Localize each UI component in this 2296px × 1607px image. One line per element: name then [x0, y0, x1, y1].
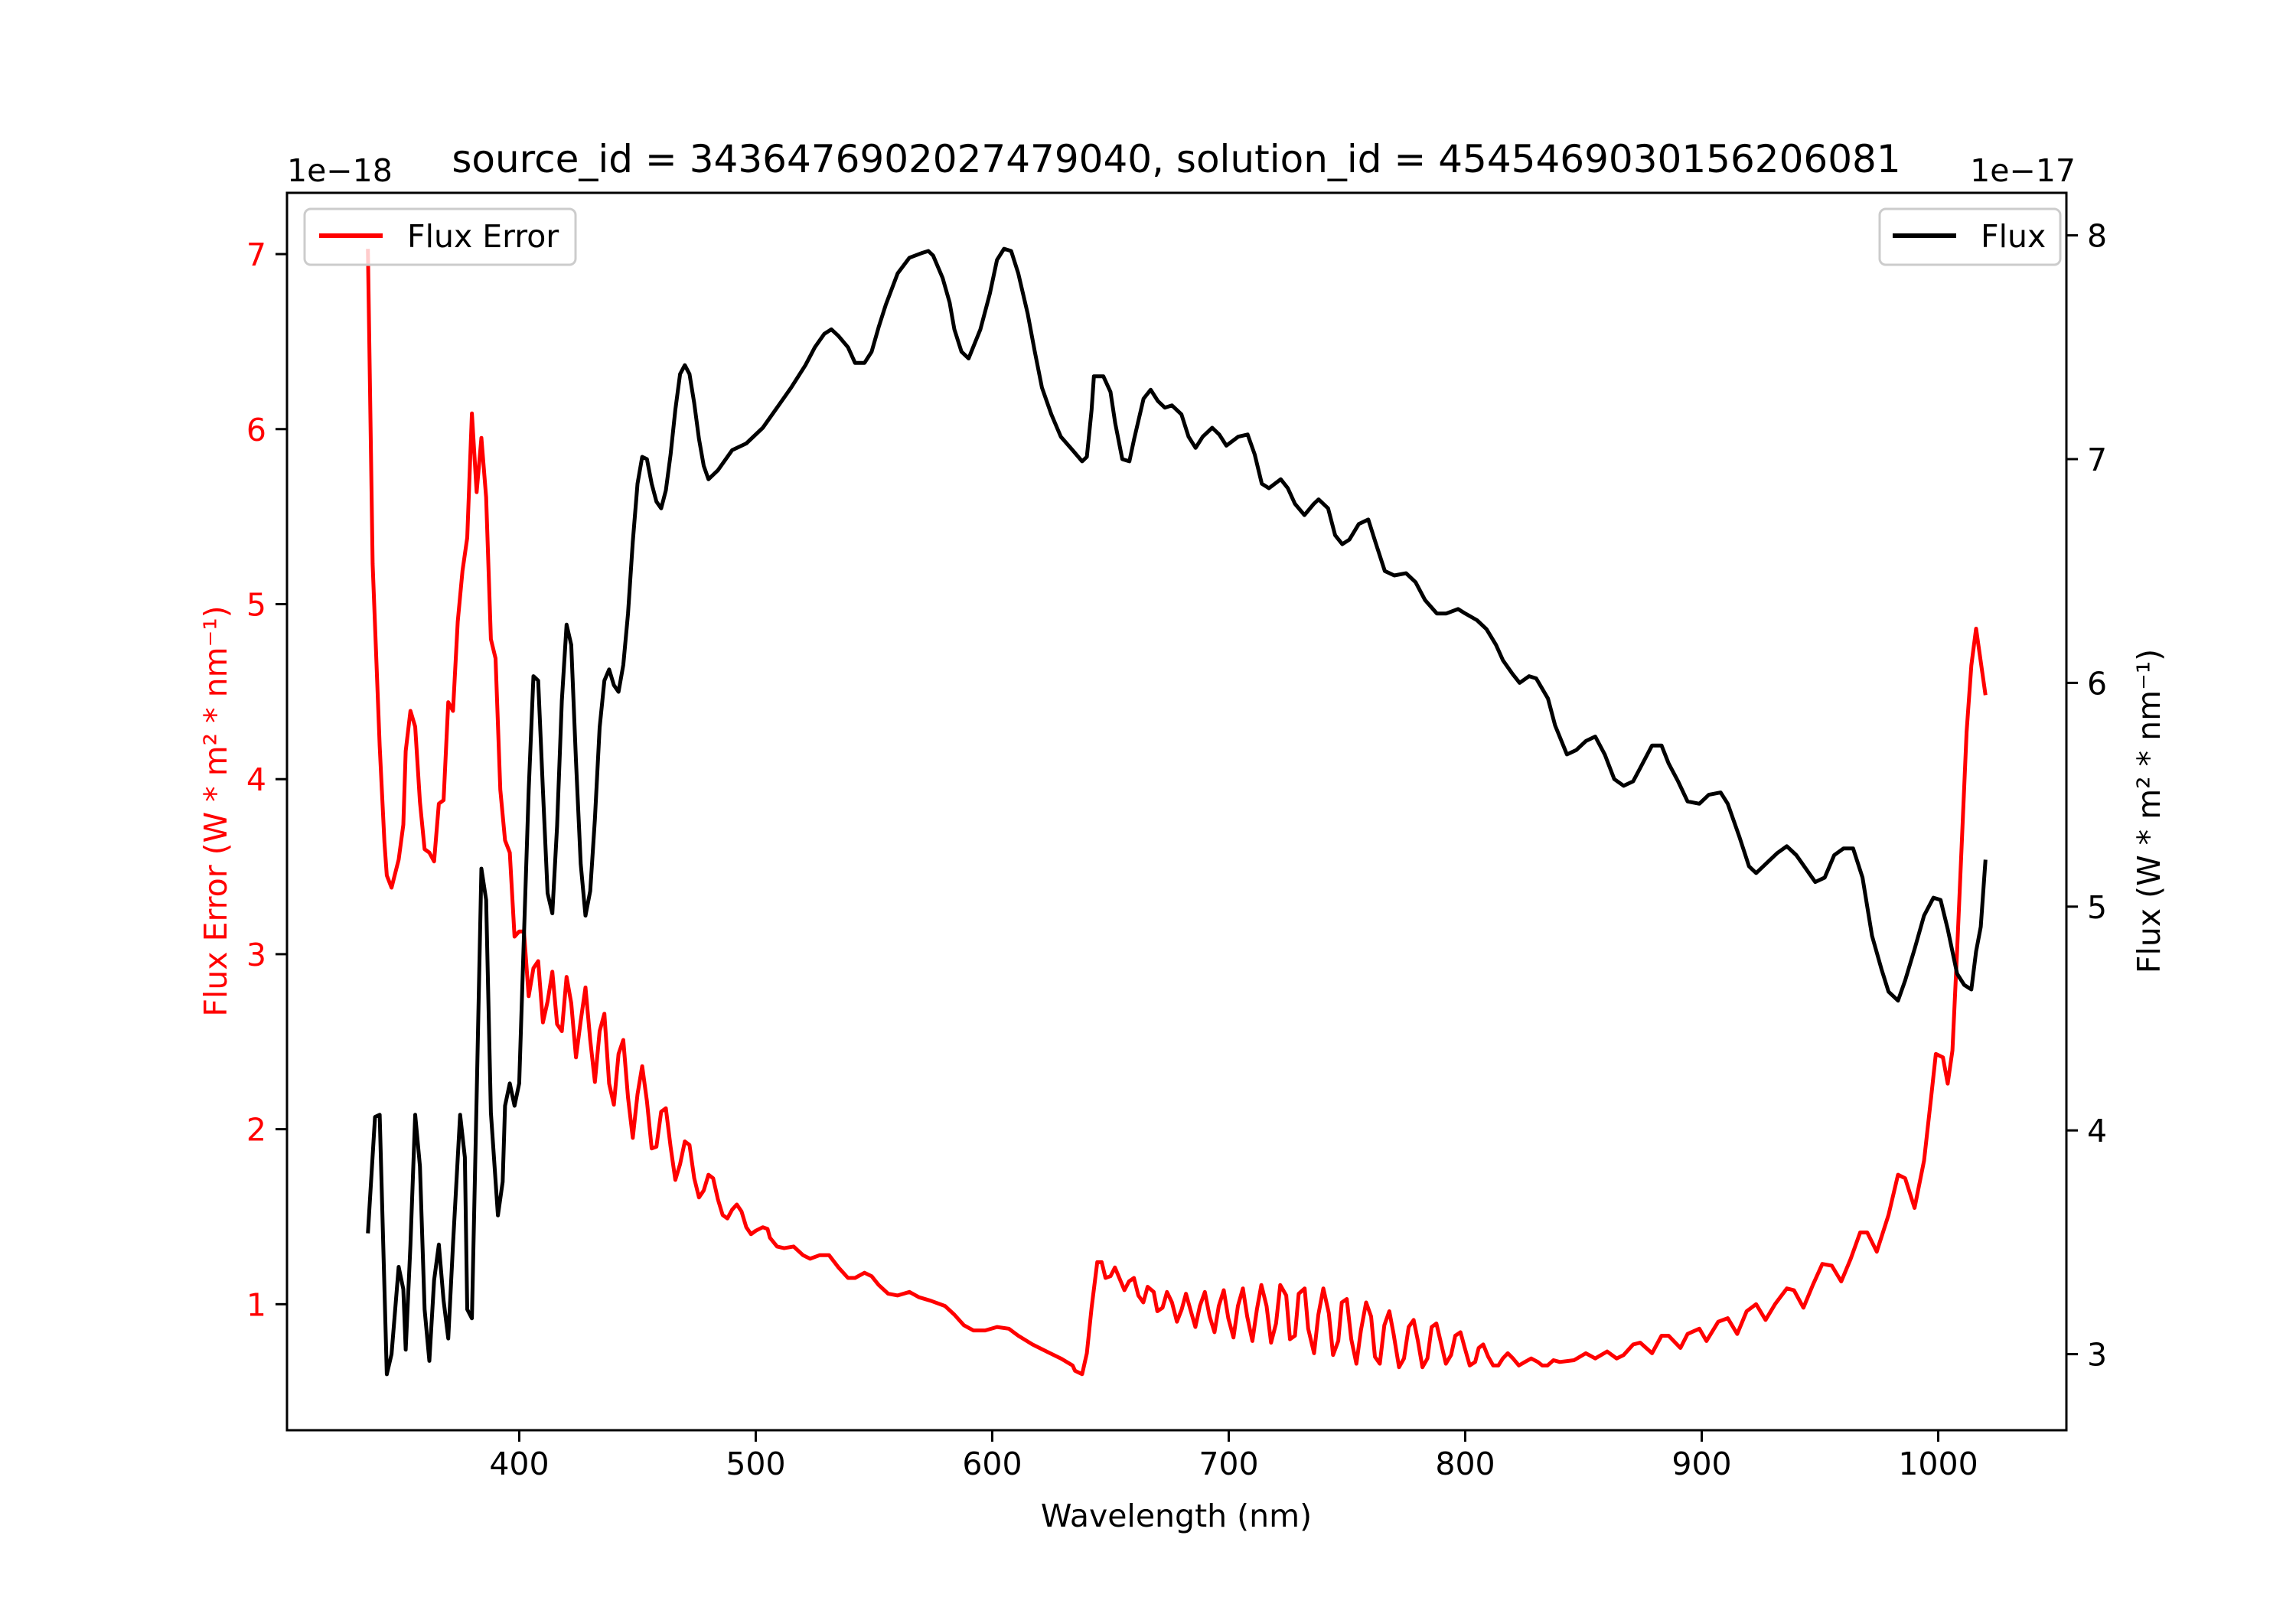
x-tick-label: 900	[1671, 1446, 1731, 1482]
x-tick-label: 600	[962, 1446, 1022, 1482]
x-tick-label: 1000	[1898, 1446, 1978, 1482]
left-y-tick-label: 3	[246, 937, 266, 973]
legend-flux: Flux	[1878, 207, 2062, 266]
series-layer	[366, 246, 1988, 1377]
right-y-tick-label: 6	[2087, 665, 2107, 702]
legend-flux-error: Flux Error	[303, 207, 577, 266]
right-offset-text: 1e−17	[1970, 152, 2076, 189]
left-y-tick-label: 7	[246, 236, 266, 273]
legend-box	[1878, 207, 2062, 266]
x-axis: 400 500 600 700 800 900 1000	[489, 1430, 1978, 1482]
plot-frame	[285, 191, 2068, 1432]
left-y-tick-label: 2	[246, 1112, 266, 1149]
legend-box	[303, 207, 577, 266]
right-y-tick-label: 3	[2087, 1337, 2107, 1374]
legend-label-flux-error: Flux Error	[407, 218, 559, 255]
left-y-axis-label: Flux Error (W * m² * nm⁻¹)	[197, 605, 234, 1016]
series-line-flux-error	[366, 249, 1988, 1377]
x-tick-label: 800	[1435, 1446, 1495, 1482]
x-tick-label: 400	[489, 1446, 549, 1482]
legend-label-flux: Flux	[1981, 218, 2046, 255]
left-y-tick-label: 5	[246, 586, 266, 623]
left-y-axis: 1 2 3 4 5 6 7	[246, 236, 287, 1323]
right-y-tick-label: 5	[2087, 889, 2107, 926]
left-offset-text: 1e−18	[287, 152, 393, 189]
x-axis-label: Wavelength (nm)	[1041, 1498, 1312, 1534]
left-y-tick-label: 6	[246, 412, 266, 448]
left-y-tick-label: 1	[246, 1286, 266, 1323]
x-tick-label: 500	[726, 1446, 785, 1482]
right-y-tick-label: 4	[2087, 1113, 2107, 1149]
right-y-axis-label: Flux (W * m² * nm⁻¹)	[2131, 649, 2167, 973]
right-y-tick-label: 7	[2087, 442, 2107, 478]
series-line-flux	[366, 246, 1988, 1377]
right-y-axis: 3 4 5 6 7 8	[2066, 218, 2107, 1374]
left-y-tick-label: 4	[246, 761, 266, 798]
right-y-tick-label: 8	[2087, 218, 2107, 255]
chart-title: source_id = 3436476902027479040, solutio…	[452, 137, 1900, 181]
x-tick-label: 700	[1199, 1446, 1258, 1482]
